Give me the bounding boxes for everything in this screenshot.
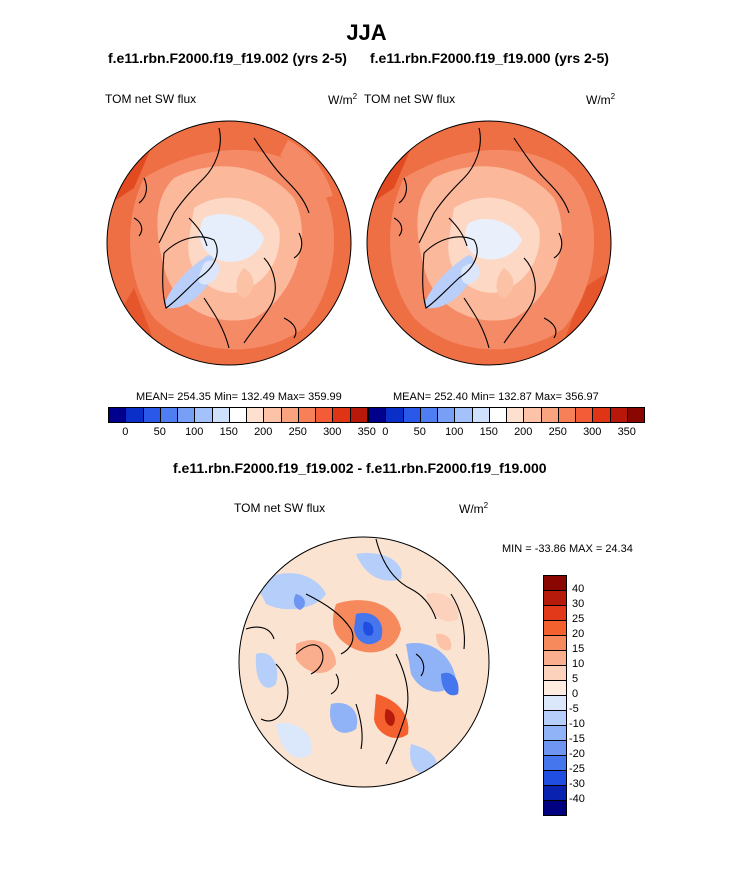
- colorbar-swatch: [332, 407, 351, 423]
- colorbar-tick-label: 50: [153, 426, 166, 438]
- colorbar-swatch: [523, 407, 542, 423]
- colorbar-tick-label: 350: [617, 426, 636, 438]
- colorbar-swatch: [543, 605, 567, 621]
- left-stats-text: MEAN= 254.35 Min= 132.49 Max= 359.99: [136, 391, 342, 403]
- colorbar-swatch: [543, 635, 567, 651]
- colorbar-tick-label: 30: [572, 598, 585, 610]
- colorbar-swatch: [280, 407, 299, 423]
- colorbar-swatch: [540, 407, 559, 423]
- colorbar-swatch: [543, 770, 567, 786]
- difference-title: f.e11.rbn.F2000.f19_f19.002 - f.e11.rbn.…: [173, 460, 547, 476]
- colorbar-tick-label: 200: [254, 426, 273, 438]
- colorbar-swatch: [211, 407, 230, 423]
- colorbar-tick-label: 100: [185, 426, 204, 438]
- colorbar-tick-label: 50: [413, 426, 426, 438]
- diff-minmax-text: MIN = -33.86 MAX = 24.34: [502, 543, 633, 555]
- colorbar-swatch: [543, 575, 567, 591]
- right-colorbar: [368, 407, 645, 423]
- colorbar-tick-label: 250: [548, 426, 567, 438]
- colorbar-swatch: [543, 740, 567, 756]
- colorbar-swatch: [454, 407, 473, 423]
- left-colorbar: [108, 407, 385, 423]
- colorbar-swatch: [543, 725, 567, 741]
- colorbar-swatch: [543, 590, 567, 606]
- colorbar-tick-label: 150: [219, 426, 238, 438]
- left-polar-map: [106, 120, 352, 366]
- left-units-label: W/m2: [328, 92, 358, 107]
- colorbar-tick-label: 20: [572, 628, 585, 640]
- colorbar-swatch: [385, 407, 404, 423]
- colorbar-swatch: [471, 407, 490, 423]
- colorbar-swatch: [194, 407, 213, 423]
- colorbar-tick-label: 15: [572, 643, 585, 655]
- colorbar-swatch: [349, 407, 368, 423]
- colorbar-tick-label: 100: [445, 426, 464, 438]
- season-title: JJA: [346, 20, 387, 45]
- left-variable-label: TOM net SW flux: [105, 92, 197, 106]
- colorbar-tick-label: -5: [569, 703, 579, 715]
- colorbar-swatch: [297, 407, 316, 423]
- colorbar-tick-label: 300: [323, 426, 342, 438]
- colorbar-tick-label: -25: [569, 763, 585, 775]
- colorbar-swatch: [543, 680, 567, 696]
- colorbar-tick-label: -15: [569, 733, 585, 745]
- colorbar-swatch: [488, 407, 507, 423]
- colorbar-swatch: [419, 407, 438, 423]
- colorbar-swatch: [142, 407, 161, 423]
- colorbar-tick-label: 5: [572, 673, 579, 685]
- right-units-label: W/m2: [586, 92, 616, 107]
- right-polar-map: [366, 120, 612, 366]
- colorbar-swatch: [609, 407, 628, 423]
- colorbar-tick-label: -30: [569, 778, 585, 790]
- colorbar-tick-label: 0: [382, 426, 389, 438]
- colorbar-swatch: [246, 407, 265, 423]
- colorbar-swatch: [543, 710, 567, 726]
- colorbar-swatch: [125, 407, 144, 423]
- diff-units-label: W/m2: [459, 501, 489, 516]
- right-variable-label: TOM net SW flux: [364, 92, 456, 106]
- colorbar-tick-label: -10: [569, 718, 585, 730]
- colorbar-tick-label: 0: [122, 426, 129, 438]
- diff-variable-label: TOM net SW flux: [234, 501, 326, 515]
- colorbar-swatch: [557, 407, 576, 423]
- colorbar-swatch: [543, 785, 567, 801]
- colorbar-tick-label: 300: [583, 426, 602, 438]
- colorbar-swatch: [315, 407, 334, 423]
- colorbar-tick-label: -40: [569, 793, 585, 805]
- colorbar-swatch: [543, 800, 567, 816]
- colorbar-swatch: [626, 407, 645, 423]
- colorbar-swatch: [263, 407, 282, 423]
- colorbar-swatch: [159, 407, 178, 423]
- colorbar-tick-label: 25: [572, 613, 585, 625]
- colorbar-tick-label: 150: [479, 426, 498, 438]
- colorbar-swatch: [402, 407, 421, 423]
- colorbar-swatch: [543, 650, 567, 666]
- difference-colorbar: [543, 575, 567, 816]
- right-case-title: f.e11.rbn.F2000.f19_f19.000 (yrs 2-5): [370, 50, 609, 66]
- difference-polar-map: [238, 536, 490, 788]
- right-stats-text: MEAN= 252.40 Min= 132.87 Max= 356.97: [393, 391, 599, 403]
- colorbar-tick-label: 10: [572, 658, 585, 670]
- colorbar-swatch: [228, 407, 247, 423]
- colorbar-swatch: [108, 407, 127, 423]
- colorbar-swatch: [543, 620, 567, 636]
- left-colorbar-ticks: 0 50 100 150 200 250 300 350: [108, 426, 376, 440]
- colorbar-swatch: [368, 407, 387, 423]
- colorbar-swatch: [543, 665, 567, 681]
- left-case-title: f.e11.rbn.F2000.f19_f19.002 (yrs 2-5): [108, 50, 347, 66]
- colorbar-swatch: [543, 695, 567, 711]
- colorbar-swatch: [575, 407, 594, 423]
- colorbar-tick-label: 0: [572, 688, 579, 700]
- colorbar-swatch: [506, 407, 525, 423]
- colorbar-tick-label: 200: [514, 426, 533, 438]
- colorbar-swatch: [543, 755, 567, 771]
- right-colorbar-ticks: 0 50 100 150 200 250 300 350: [368, 426, 636, 440]
- colorbar-tick-label: -20: [569, 748, 585, 760]
- colorbar-swatch: [437, 407, 456, 423]
- colorbar-tick-label: 350: [357, 426, 376, 438]
- colorbar-tick-label: 250: [288, 426, 307, 438]
- colorbar-swatch: [177, 407, 196, 423]
- colorbar-tick-label: 40: [572, 583, 585, 595]
- colorbar-swatch: [592, 407, 611, 423]
